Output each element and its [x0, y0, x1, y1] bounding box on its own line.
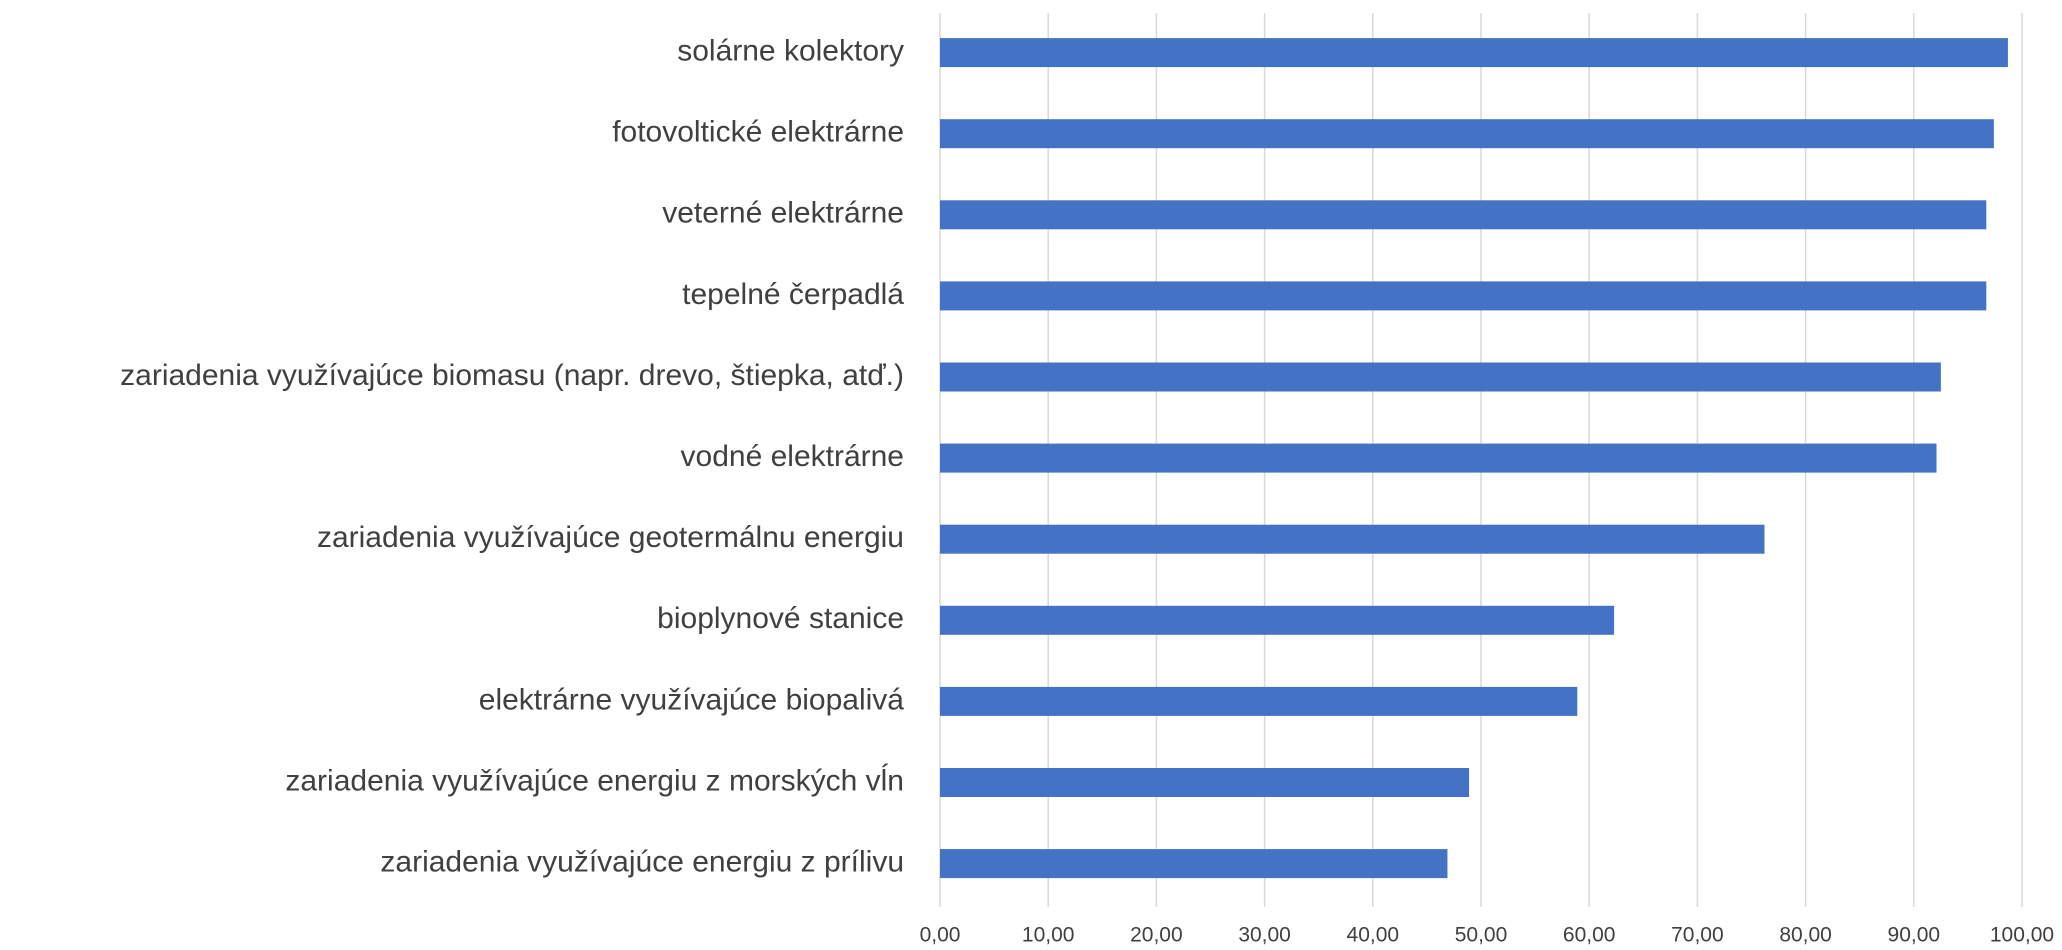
y-tick-label: elektrárne využívajúce biopalivá	[479, 683, 905, 716]
y-tick-label: zariadenia využívajúce energiu z prílivu	[380, 846, 904, 879]
y-tick-label: tepelné čerpadlá	[682, 278, 904, 311]
y-tick-label: fotovoltické elektrárne	[612, 116, 904, 149]
x-tick-label: 70,00	[1671, 924, 1724, 947]
x-tick-label: 80,00	[1779, 924, 1832, 947]
x-tick-label: 100,00	[1990, 924, 2054, 947]
bar	[940, 443, 1937, 473]
y-tick-label: zariadenia využívajúce biomasu (napr. dr…	[120, 359, 904, 392]
bar	[940, 281, 1987, 311]
y-tick-label: vodné elektrárne	[681, 440, 904, 473]
bar	[940, 119, 1994, 149]
y-tick-label: zariadenia využívajúce geotermálnu energ…	[317, 521, 904, 554]
bar	[940, 605, 1615, 635]
bar	[940, 38, 2008, 68]
bar	[940, 768, 1470, 797]
x-tick-label: 0,00	[920, 924, 961, 947]
x-tick-label: 40,00	[1347, 924, 1400, 947]
y-tick-label: zariadenia využívajúce energiu z morskýc…	[285, 763, 904, 797]
bar	[940, 686, 1578, 716]
x-tick-label: 10,00	[1022, 924, 1075, 947]
bar	[940, 524, 1765, 554]
x-tick-label: 50,00	[1455, 924, 1508, 947]
x-tick-label: 60,00	[1563, 924, 1616, 947]
bar	[940, 362, 1941, 392]
x-tick-label: 30,00	[1238, 924, 1291, 947]
y-tick-label: bioplynové stanice	[657, 602, 904, 635]
y-tick-label: veterné elektrárne	[662, 197, 904, 230]
x-tick-label: 90,00	[1888, 924, 1941, 947]
bar	[940, 200, 1987, 230]
y-tick-label: solárne kolektory	[677, 35, 904, 68]
bar	[940, 849, 1448, 879]
x-tick-label: 20,00	[1130, 924, 1183, 947]
